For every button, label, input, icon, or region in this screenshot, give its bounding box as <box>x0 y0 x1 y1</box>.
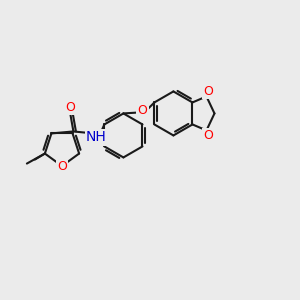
Text: O: O <box>137 104 147 117</box>
Text: O: O <box>65 101 75 114</box>
Text: NH: NH <box>86 130 107 144</box>
Text: O: O <box>203 129 213 142</box>
Text: O: O <box>203 85 213 98</box>
Text: O: O <box>57 160 67 173</box>
